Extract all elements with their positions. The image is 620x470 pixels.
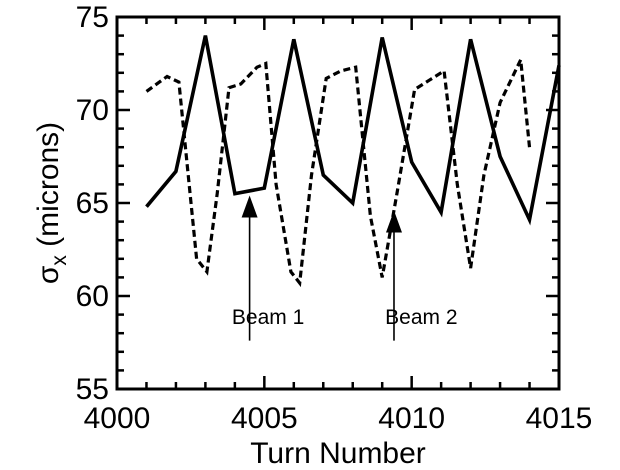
y-axis-title-subscript: x xyxy=(48,255,71,266)
annotation-arrow-head xyxy=(385,210,402,233)
x-tick-label: 4005 xyxy=(231,402,298,435)
series-dashed-line xyxy=(145,53,532,288)
y-tick-label: 70 xyxy=(76,94,109,127)
series-solid-line xyxy=(145,35,561,226)
x-axis-title: Turn Number xyxy=(250,437,426,470)
x-tick-label: 4000 xyxy=(84,402,151,435)
tick-labels: 4000 4005 4010 4015 55 60 65 70 75 xyxy=(76,1,593,435)
tick-marks xyxy=(115,15,561,391)
y-tick-label: 55 xyxy=(76,373,109,406)
annotation-label: Beam 1 xyxy=(232,306,304,329)
y-axis-title: σx (microns) xyxy=(32,122,71,284)
y-tick-label: 60 xyxy=(76,280,109,313)
series-layer xyxy=(145,35,561,288)
x-tick-label: 4015 xyxy=(526,402,593,435)
y-tick-label: 65 xyxy=(76,187,109,220)
y-axis-title-unit: (microns) xyxy=(32,122,65,255)
annotation-label: Beam 2 xyxy=(385,306,457,329)
annotation-layer: Beam 1 Beam 2 xyxy=(232,195,458,341)
annotation-arrow-head xyxy=(241,195,258,218)
y-tick-label: 75 xyxy=(76,1,109,34)
x-tick-label: 4010 xyxy=(378,402,445,435)
y-axis-title-symbol: σ xyxy=(32,265,65,284)
